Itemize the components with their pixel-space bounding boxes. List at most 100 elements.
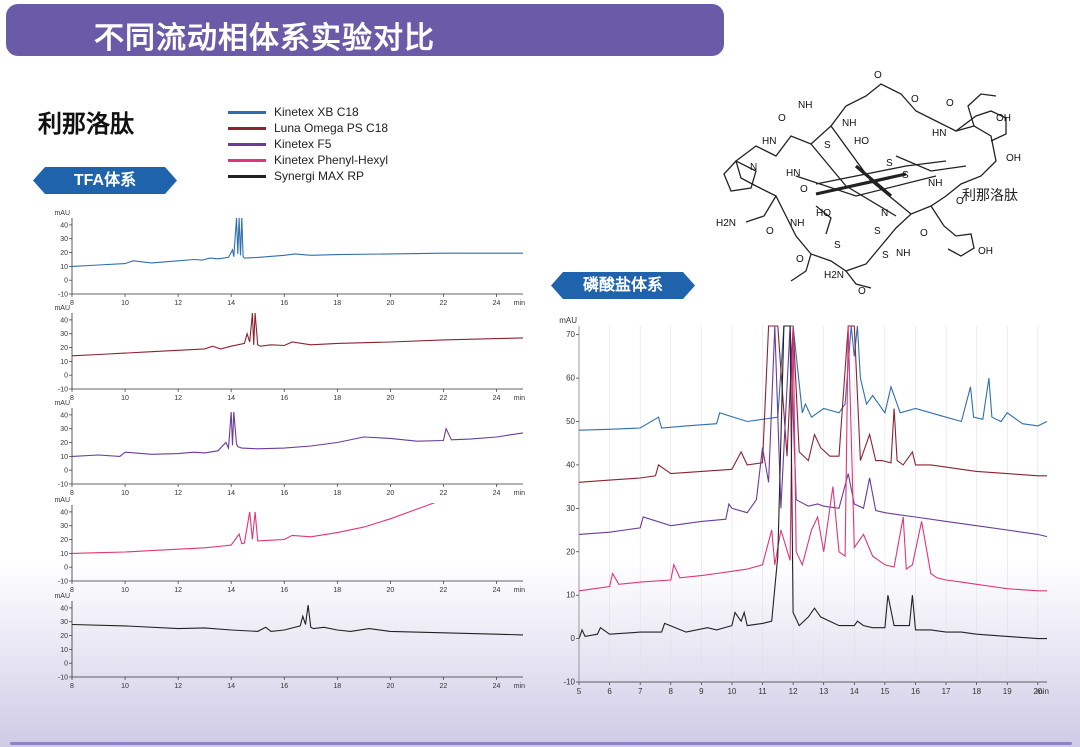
- series-line: [72, 312, 524, 357]
- y-axis-label: mAU: [54, 593, 70, 600]
- series-line: [579, 325, 1047, 592]
- y-tick-label: 20: [60, 250, 68, 257]
- atom-label: NH: [842, 118, 856, 129]
- x-tick-label: 10: [121, 300, 129, 307]
- legend-item: Kinetex Phenyl-Hexyl: [228, 152, 388, 168]
- chart-panel: -10 0 10 20 30 40 8 10 12 14 16 18 20 22 24 mAU min: [54, 593, 525, 690]
- y-tick-label: 10: [566, 591, 575, 600]
- structure-caption: 利那洛肽: [962, 187, 1018, 203]
- x-tick-label: 19: [1003, 687, 1012, 696]
- y-tick-label: 0: [571, 634, 576, 643]
- y-tick-label: 0: [64, 661, 68, 668]
- y-tick-label: 10: [60, 454, 68, 461]
- tfa-system-tag: TFA体系: [33, 167, 177, 194]
- atom-label: OH: [978, 246, 993, 257]
- y-tick-label: 0: [64, 565, 68, 572]
- page-title: 不同流动相体系实验对比: [94, 22, 435, 55]
- y-tick-label: 70: [566, 330, 575, 339]
- chart-panel: -10 0 10 20 30 40 8 10 12 14 16 18 20 22 24 mAU min: [54, 305, 525, 402]
- linaclotide-structure-diagram: N HN NH NH HO S S S S S S HO OH OH O O O…: [716, 70, 1021, 296]
- legend-label: Kinetex F5: [274, 137, 332, 151]
- x-tick-label: 14: [227, 683, 235, 690]
- y-tick-label: 10: [60, 359, 68, 366]
- chart-panel: -10 0 10 20 30 40 8 10 12 14 16 18 20 22 24 mAU min: [54, 400, 525, 497]
- y-axis-label: mAU: [54, 305, 70, 312]
- x-tick-label: 12: [174, 395, 182, 402]
- chart-panel: -10 0 10 20 30 40 8 10 12 14 16 18 20 22 24 mAU min: [54, 210, 525, 307]
- legend-swatch: [228, 110, 266, 114]
- footer-band: [10, 742, 1072, 745]
- legend-swatch: [228, 142, 266, 146]
- x-tick-label: 22: [440, 683, 448, 690]
- y-tick-label: 30: [60, 331, 68, 338]
- x-tick-label: 20: [386, 683, 394, 690]
- x-tick-label: 10: [121, 683, 129, 690]
- series-line: [72, 217, 523, 267]
- y-axis-label: mAU: [54, 497, 70, 504]
- x-tick-label: 15: [880, 687, 889, 696]
- x-tick-label: 24: [493, 587, 501, 594]
- x-tick-label: 14: [227, 587, 235, 594]
- series-line: [579, 325, 1047, 640]
- atom-label: O: [956, 196, 964, 207]
- y-tick-label: 10: [60, 647, 68, 654]
- x-axis-label: min: [514, 587, 525, 594]
- y-tick-label: 30: [60, 523, 68, 530]
- x-tick-label: 9: [699, 687, 704, 696]
- legend-swatch: [228, 158, 266, 162]
- y-tick-label: -10: [58, 292, 68, 299]
- atom-label: H2N: [824, 270, 844, 281]
- legend-label: Kinetex XB C18: [274, 105, 359, 119]
- x-tick-label: 10: [121, 395, 129, 402]
- atom-label: O: [946, 98, 954, 109]
- legend-label: Kinetex Phenyl-Hexyl: [274, 153, 389, 167]
- y-tick-label: 10: [60, 264, 68, 271]
- legend-item: Luna Omega PS C18: [228, 120, 388, 136]
- x-tick-label: 5: [577, 687, 582, 696]
- atom-label: HO: [854, 136, 869, 147]
- x-tick-label: 20: [386, 395, 394, 402]
- x-tick-label: 12: [174, 683, 182, 690]
- x-tick-label: 8: [70, 395, 74, 402]
- x-tick-label: 22: [440, 300, 448, 307]
- atom-label: NH: [798, 100, 812, 111]
- atom-label: O: [920, 228, 928, 239]
- x-tick-label: 16: [280, 395, 288, 402]
- x-tick-label: 24: [493, 490, 501, 497]
- x-tick-label: 14: [850, 687, 859, 696]
- legend-item: Kinetex XB C18: [228, 104, 388, 120]
- y-tick-label: 40: [60, 509, 68, 516]
- atom-label: NH: [896, 248, 910, 259]
- x-tick-label: 8: [70, 490, 74, 497]
- x-tick-label: 24: [493, 395, 501, 402]
- atom-label: NH: [790, 218, 804, 229]
- phosphate-chromatogram: -10 0 10 20 30 40 50 60 70 5 6 7 8 9 10 11 12 13 14 15 16 17 1…: [559, 316, 1049, 696]
- tfa-chromatograms: -10 0 10 20 30 40 8 10 12 14 16 18 20 22 24 mAU min -10 0 1…: [54, 210, 525, 690]
- atom-label: O: [766, 226, 774, 237]
- x-tick-label: 16: [280, 490, 288, 497]
- atom-label: S: [834, 240, 841, 251]
- series-line: [579, 325, 1048, 538]
- y-tick-label: 40: [566, 460, 575, 469]
- x-tick-label: 20: [386, 490, 394, 497]
- y-tick-label: 30: [60, 619, 68, 626]
- series-line: [72, 503, 436, 554]
- atom-label: S: [902, 170, 909, 181]
- atom-label: HN: [932, 128, 946, 139]
- y-tick-label: 0: [64, 468, 68, 475]
- x-tick-label: 22: [440, 395, 448, 402]
- atom-label: H2N: [716, 218, 736, 229]
- x-tick-label: 10: [121, 587, 129, 594]
- y-tick-label: 20: [60, 537, 68, 544]
- y-tick-label: 40: [60, 605, 68, 612]
- atom-label: S: [874, 226, 881, 237]
- legend-label: Synergi MAX RP: [274, 169, 365, 183]
- x-tick-label: 20: [386, 587, 394, 594]
- x-tick-label: 12: [789, 687, 798, 696]
- x-tick-label: 8: [70, 300, 74, 307]
- legend-item: Synergi MAX RP: [228, 168, 388, 184]
- x-tick-label: 13: [819, 687, 828, 696]
- atom-label: HN: [786, 168, 800, 179]
- y-tick-label: 40: [60, 317, 68, 324]
- y-tick-label: 40: [60, 412, 68, 419]
